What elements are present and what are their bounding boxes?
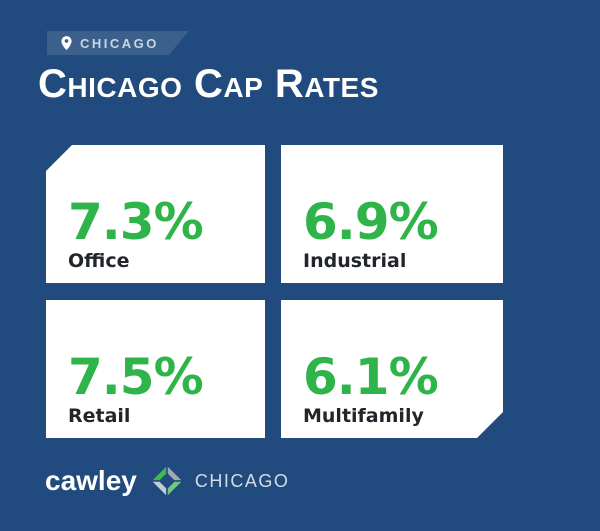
stat-card-office: 7.3% Office [46,145,265,283]
stat-value: 6.9% [303,192,439,251]
location-pin-icon [61,36,72,50]
cap-rate-card-grid: 7.3% Office 6.9% Industrial 7.5% Retail … [46,145,503,438]
stat-value: 7.5% [68,347,204,406]
stat-label: Office [68,250,130,272]
stat-card-multifamily: 6.1% Multifamily [281,300,503,438]
page-title: Chicago Cap Rates [38,62,379,106]
location-badge-label: CHICAGO [80,35,159,51]
stat-label: Multifamily [303,405,424,427]
cawley-diamond-logo-icon [148,463,185,499]
stat-card-retail: 7.5% Retail [46,300,265,438]
stat-value: 6.1% [303,347,438,406]
stat-label: Industrial [303,250,407,272]
brand-footer: cawley CHICAGO [45,460,289,502]
stat-card-industrial: 6.9% Industrial [281,145,503,283]
brand-wordmark: cawley [45,465,137,496]
stat-label: Retail [68,405,131,427]
location-badge: CHICAGO [47,31,189,55]
stat-value: 7.3% [68,192,204,251]
brand-market-label: CHICAGO [194,470,290,491]
